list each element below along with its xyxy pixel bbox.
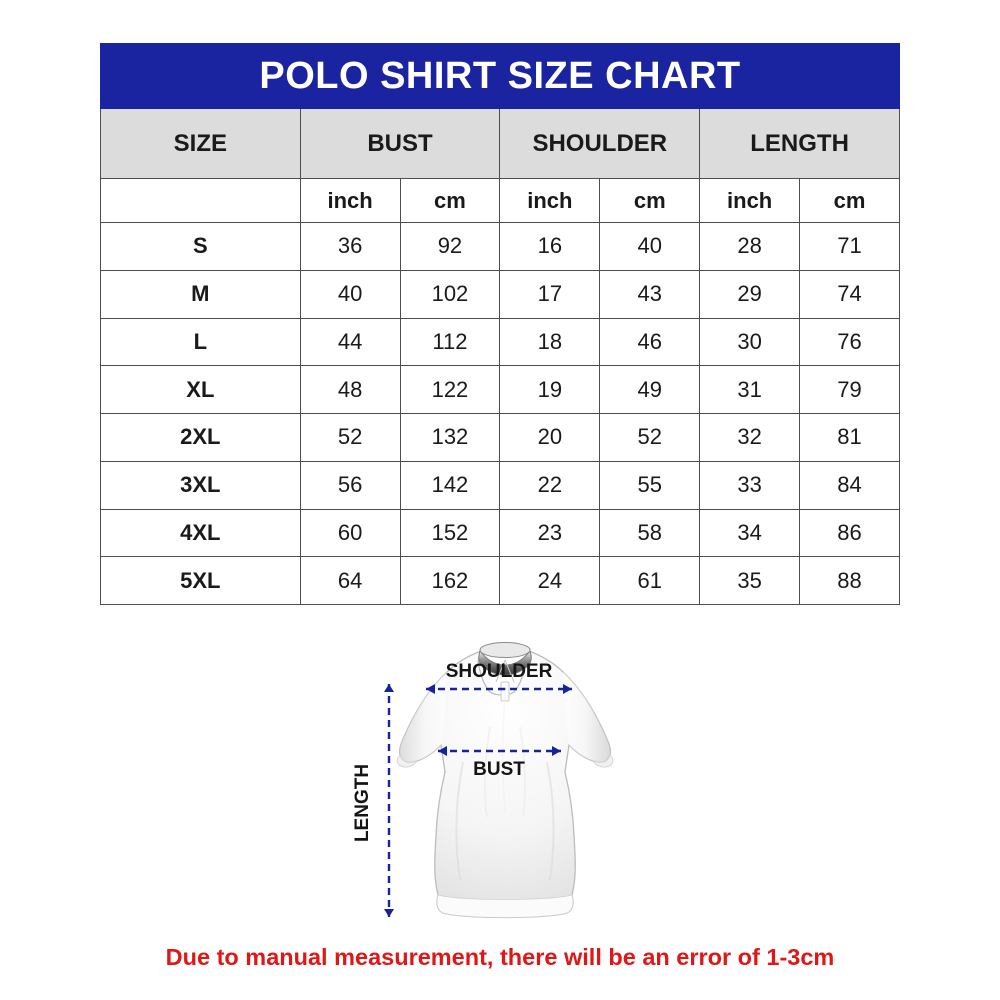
svg-text:SHOULDER: SHOULDER [446,661,553,682]
svg-text:BUST: BUST [473,759,525,780]
svg-text:LENGTH: LENGTH [352,764,373,842]
